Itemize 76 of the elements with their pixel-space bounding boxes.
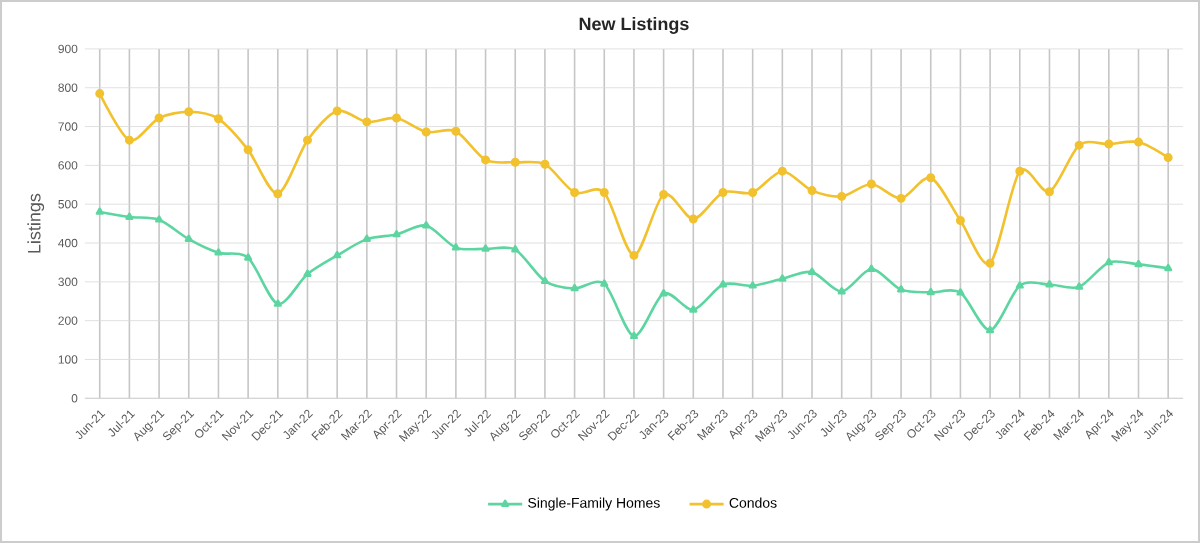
point [777,167,787,177]
point [985,259,995,269]
point [362,235,371,243]
point [896,194,906,204]
point [955,216,965,226]
point [1044,187,1054,197]
point [154,113,164,123]
point [748,281,757,290]
chart-title: New Listings [579,17,689,35]
point [1134,260,1143,268]
point [1074,141,1084,151]
point [244,253,253,262]
point [956,288,965,297]
point [1045,280,1054,288]
point [629,332,639,340]
point [243,145,253,155]
point [926,288,935,296]
point [332,107,342,116]
point [213,114,223,124]
point [95,89,105,99]
point [867,265,876,273]
point [986,326,995,334]
point [1104,258,1113,266]
point [807,186,817,196]
point [540,277,549,285]
point [392,230,401,238]
point [422,221,431,229]
point [392,113,402,123]
point [510,158,520,168]
point [718,280,728,288]
point [1015,281,1024,290]
point [273,189,283,199]
point [659,289,668,297]
point [214,248,223,257]
point [125,212,134,221]
point [570,284,579,292]
point [421,127,431,137]
point [540,160,550,170]
point [1015,167,1025,177]
point [273,299,282,308]
point [95,207,104,216]
point [184,235,193,243]
point [688,214,698,224]
point [689,305,698,314]
point [599,188,609,198]
point [1104,139,1114,149]
point [1164,264,1173,272]
point [748,188,758,198]
point [184,107,194,117]
point [629,251,639,261]
point [807,268,817,276]
y-axis-title: Listings [27,194,45,254]
point [481,244,490,253]
point [1163,153,1173,163]
point [866,179,876,189]
point [570,188,580,198]
point [926,173,936,183]
point [451,127,461,137]
point [511,245,520,253]
point [481,155,491,165]
point [600,279,609,288]
point [718,188,728,198]
point [362,117,372,127]
point [659,190,669,200]
point [124,136,134,146]
point [451,243,460,252]
point [1075,282,1084,291]
point [837,287,846,295]
point [837,192,847,202]
point [303,270,312,278]
point [302,136,312,146]
point [333,251,342,259]
point [778,274,787,283]
point [155,215,164,224]
point [897,285,906,293]
point [1134,138,1143,148]
